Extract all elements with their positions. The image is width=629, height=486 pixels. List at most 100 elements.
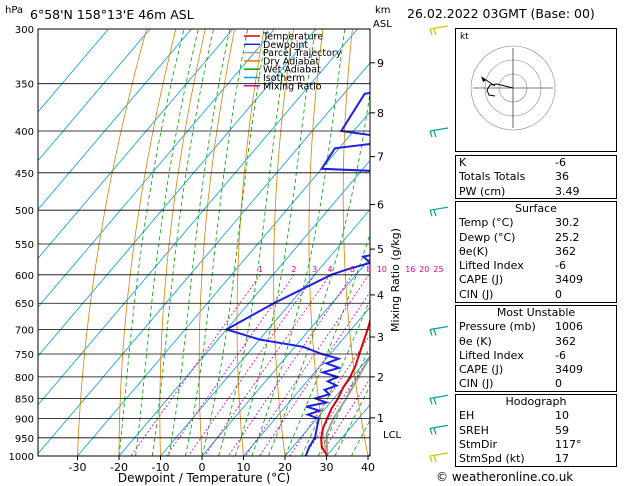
- pressure-tick-label: 850: [15, 394, 34, 405]
- pressure-tick-label: 1000: [9, 452, 34, 463]
- dry-adiabat-line: [273, 29, 294, 456]
- parcel-trajectory-line: [325, 354, 370, 456]
- km-tick-label: 6: [377, 198, 384, 211]
- wind-barb-icon: [429, 25, 449, 30]
- isotherm-line: [38, 29, 192, 211]
- km-tick-label: 2: [377, 371, 384, 384]
- wind-barb-icon: [429, 452, 449, 457]
- table-row: Lifted Index -6: [455, 349, 617, 363]
- row-label: Pressure (mb): [459, 320, 536, 334]
- row-label: Totals Totals: [459, 170, 526, 184]
- wet-adiabat-line: [201, 29, 268, 456]
- km-tick-label: 8: [377, 107, 384, 120]
- mixing-ratio-label: 4: [327, 265, 332, 274]
- table-row: CIN (J) 0: [455, 377, 617, 391]
- plot-frame: [37, 28, 371, 457]
- row-label: Dewp (°C): [459, 230, 516, 244]
- mixing-ratio-axis-label: Mixing Ratio (g/kg): [389, 228, 402, 332]
- dry-adiabat-line: [77, 29, 147, 456]
- row-value: -6: [555, 348, 566, 362]
- table-row: PW (cm) 3.49: [455, 185, 617, 199]
- row-label: Lifted Index: [459, 259, 524, 273]
- x-tick-label: -30: [69, 461, 87, 474]
- temperature-line: [320, 317, 370, 456]
- x-tick-label: -10: [152, 461, 170, 474]
- x-tick-label: 30: [320, 461, 334, 474]
- row-label: Lifted Index: [459, 348, 524, 362]
- legend-entry: Isotherm: [263, 73, 305, 84]
- dry-adiabat-line: [617, 29, 629, 456]
- wind-barb-icon: [433, 130, 437, 138]
- table-row: Dewp (°C) 25.2: [455, 231, 617, 245]
- km-tick-label: 9: [377, 57, 384, 70]
- hodograph-arrow-icon: [481, 76, 486, 82]
- pressure-tick-label: 600: [15, 271, 34, 282]
- table-row: θe (K) 362: [455, 335, 617, 349]
- indices-table: K -6 Totals Totals 36 PW (cm) 3.49: [455, 156, 617, 199]
- legend-entry: Mixing Ratio: [263, 81, 322, 92]
- table-row: K -6: [455, 156, 617, 170]
- wind-barb-icon: [433, 209, 437, 217]
- credit-text: © weatheronline.co.uk: [436, 470, 574, 484]
- isotherm-line: [160, 208, 370, 456]
- wind-barb-icon: [433, 398, 437, 405]
- wind-barb-icon: [429, 28, 433, 36]
- wind-barb-icon: [429, 206, 449, 211]
- row-label: θe(K): [459, 244, 489, 258]
- wet-adiabat-line: [234, 29, 316, 456]
- wind-barb-icon: [429, 329, 433, 336]
- pressure-tick-label: 400: [15, 127, 34, 138]
- km-tick-label: 7: [377, 151, 384, 164]
- wind-barb-icon: [433, 428, 437, 435]
- wind-barb-icon: [433, 455, 437, 463]
- table-row: CIN (J) 0: [455, 288, 617, 302]
- pressure-tick-label: 750: [15, 350, 34, 361]
- wet-adiabat-line: [135, 29, 199, 456]
- table-row: SREH 59: [455, 424, 617, 438]
- row-value: 17: [555, 452, 569, 466]
- hodograph-trace: [486, 83, 514, 97]
- row-label: StmDir: [459, 437, 498, 451]
- location-title: 6°58'N 158°13'E 46m ASL: [30, 7, 194, 22]
- wind-barb-icon: [429, 455, 433, 463]
- mixing-ratio-label: 25: [433, 265, 443, 274]
- wet-adiabat-line: [151, 29, 214, 456]
- row-value: 36: [555, 170, 569, 184]
- row-value: 10: [555, 409, 569, 423]
- table-title: Hodograph: [505, 395, 567, 408]
- wind-barb-icon: [433, 329, 437, 336]
- pressure-tick-label: 550: [15, 240, 34, 251]
- x-tick-label: 0: [199, 461, 206, 474]
- wind-barb-icon: [429, 394, 449, 399]
- wind-barb-icon: [429, 325, 449, 331]
- mixing-ratio-line: [188, 274, 316, 456]
- legend-entry: Wet Adiabat: [263, 65, 321, 76]
- legend-entry: Dewpoint: [263, 40, 308, 51]
- km-tick-label: 3: [377, 331, 384, 344]
- x-axis-label: Dewpoint / Temperature (°C): [118, 471, 290, 485]
- mixing-ratio-line: [204, 274, 331, 456]
- x-tick-label: -20: [110, 461, 128, 474]
- dewpoint-line: [223, 92, 370, 456]
- row-value: 59: [555, 423, 569, 437]
- table-row: Pressure (mb) 1006: [455, 320, 617, 334]
- isotherm-line: [243, 306, 370, 456]
- table-title: Surface: [515, 202, 557, 215]
- isotherm-line: [38, 29, 275, 308]
- km-tick-label: 1: [377, 412, 384, 425]
- row-label: θe (K): [459, 334, 492, 348]
- wet-adiabat-line: [334, 384, 370, 456]
- row-value: 25.2: [555, 230, 580, 244]
- surface-table: Surface Temp (°C) 30.2 Dewp (°C) 25.2 θe(K) 36…: [455, 202, 617, 302]
- pressure-tick-label: 500: [15, 206, 34, 217]
- km-tick-label: 4: [377, 289, 384, 302]
- x-tick-label: 20: [278, 461, 292, 474]
- row-label: SREH: [459, 423, 489, 437]
- wind-barb-icon: [429, 127, 449, 132]
- hodograph-ring: [470, 45, 556, 131]
- table-row: Totals Totals 36: [455, 170, 617, 184]
- mixing-ratio-label: 6: [350, 265, 355, 274]
- row-label: CIN (J): [459, 377, 494, 391]
